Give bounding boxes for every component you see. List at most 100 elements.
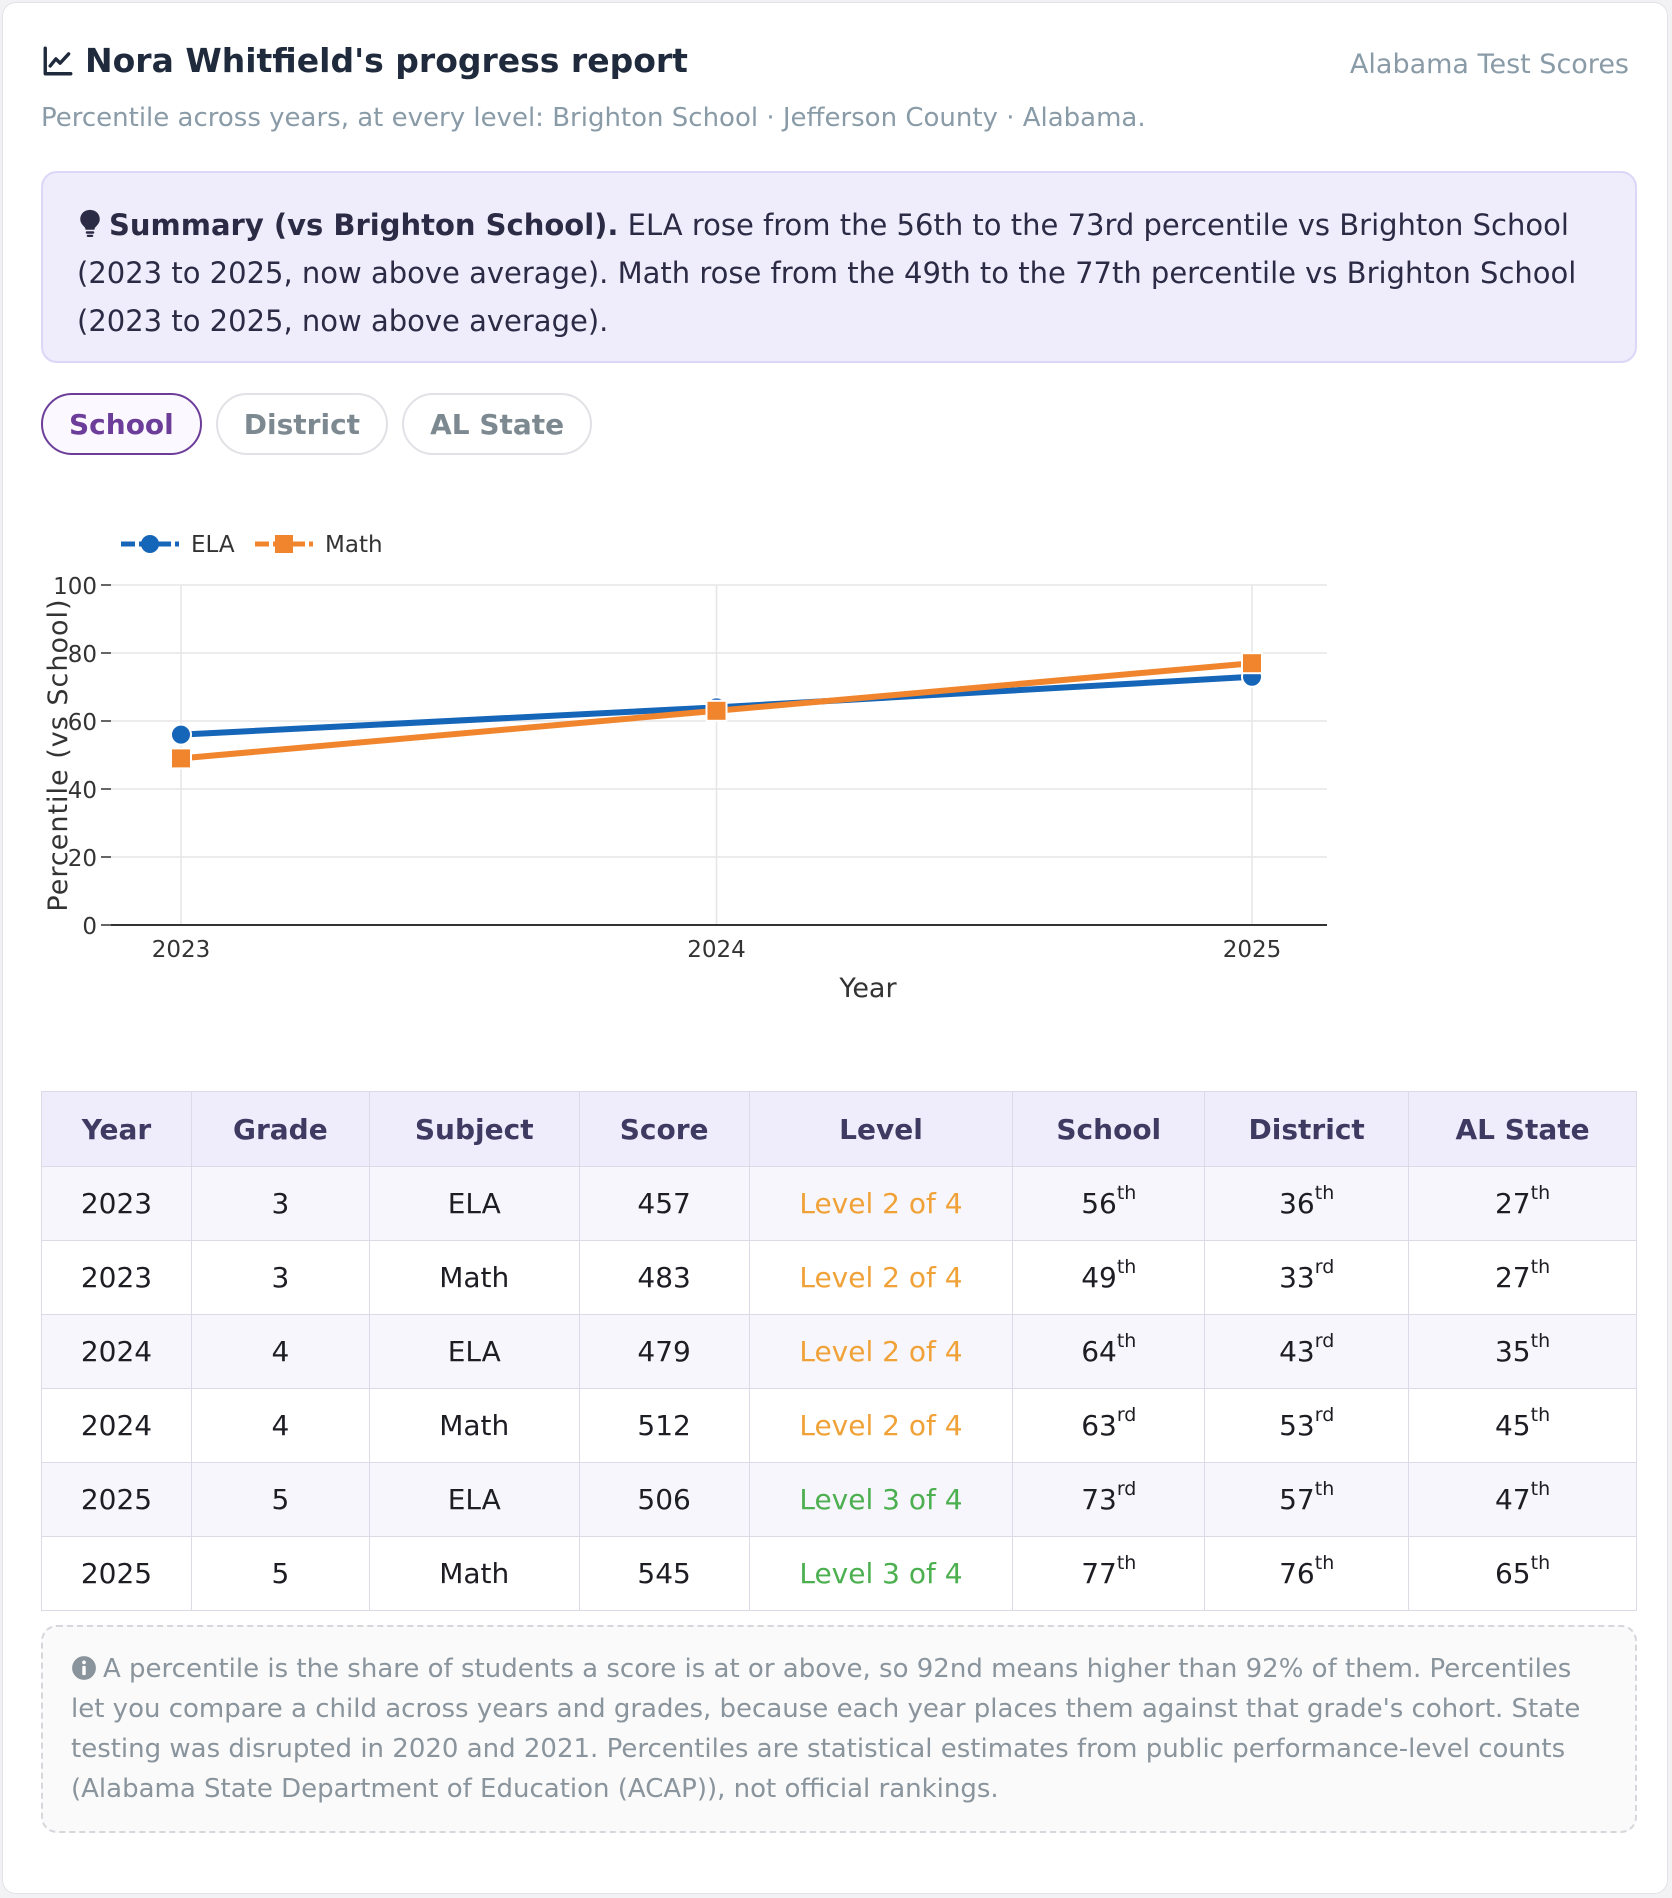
chart-grid [111, 584, 1327, 925]
y-tick-label: 0 [82, 914, 97, 940]
column-header: Grade [190, 1091, 370, 1167]
level-cell: Level 3 of 4 [748, 1462, 1014, 1537]
school-percentile-cell: 64th [1012, 1314, 1206, 1389]
summary-title: Summary (vs Brighton School). [109, 208, 619, 242]
column-header: Subject [368, 1091, 580, 1167]
ordinal-suffix: th [1530, 1256, 1551, 1278]
data-point-math [705, 699, 728, 722]
ordinal-suffix: th [1530, 1478, 1551, 1500]
data-point-ela [170, 723, 192, 746]
percentile-value: 73 [1081, 1483, 1117, 1516]
ordinal-suffix: th [1314, 1478, 1335, 1500]
grade-cell: 5 [190, 1536, 370, 1611]
summary-box: Summary (vs Brighton School). ELA rose f… [41, 171, 1637, 363]
note-text: A percentile is the share of students a … [71, 1654, 1581, 1804]
summary-text: ELA rose from the 56th to the 73rd perce… [77, 208, 1577, 338]
percentile-value: 65 [1494, 1557, 1531, 1590]
chart-series [170, 652, 1263, 770]
ordinal-suffix: rd [1314, 1330, 1335, 1352]
school-percentile-cell: 49th [1012, 1240, 1206, 1315]
column-header: Level [748, 1091, 1014, 1167]
percentile-value: 49 [1081, 1261, 1117, 1294]
state-percentile-cell: 27th [1408, 1166, 1637, 1241]
percentile-value: 45 [1494, 1409, 1531, 1442]
table-row: 2024 4 Math 512 Level 2 of 4 63rd 53rd 45th [41, 1388, 1637, 1463]
grade-cell: 5 [190, 1462, 370, 1537]
ordinal-suffix: th [1530, 1182, 1551, 1204]
title-group: Nora Whitfield's progress report [41, 41, 688, 80]
y-tick-label: 100 [53, 574, 97, 600]
ordinal-suffix: rd [1116, 1478, 1137, 1500]
grade-cell: 4 [190, 1388, 370, 1463]
report-header: Nora Whitfield's progress report Alabama… [41, 41, 1629, 91]
x-axis-label: Year [838, 973, 897, 1004]
percentile-value: 57 [1279, 1483, 1315, 1516]
grade-cell: 3 [190, 1166, 370, 1241]
district-percentile-cell: 43rd [1204, 1314, 1410, 1389]
y-tick-label: 40 [68, 778, 97, 804]
grade-cell: 3 [190, 1240, 370, 1315]
tab-district[interactable]: District [215, 393, 389, 455]
percentile-value: 33 [1279, 1261, 1315, 1294]
percentile-value: 63 [1081, 1409, 1117, 1442]
legend-marker-ela [141, 535, 159, 553]
subject-cell: Math [368, 1388, 580, 1463]
percentile-value: 27 [1494, 1261, 1531, 1294]
score-cell: 506 [578, 1462, 750, 1537]
table-row: 2025 5 ELA 506 Level 3 of 4 73rd 57th 47th [41, 1462, 1637, 1537]
level-cell: Level 3 of 4 [748, 1536, 1014, 1611]
y-tick-label: 80 [68, 642, 97, 668]
percentile-value: 77 [1081, 1557, 1117, 1590]
ordinal-suffix: th [1314, 1552, 1335, 1574]
x-tick-label: 2024 [687, 937, 746, 963]
level-cell: Level 2 of 4 [748, 1240, 1014, 1315]
ordinal-suffix: th [1116, 1330, 1137, 1352]
ordinal-suffix: th [1116, 1256, 1137, 1278]
school-percentile-cell: 77th [1012, 1536, 1206, 1611]
column-header: AL State [1408, 1091, 1637, 1167]
year-cell: 2023 [41, 1240, 192, 1315]
chart-axes: 0 20 40 60 80 100 2023 2024 2025 [53, 574, 1327, 963]
tab-al-state[interactable]: AL State [402, 393, 593, 455]
comparison-tabs: School District AL State [41, 393, 593, 455]
data-point-math [1241, 652, 1263, 675]
year-cell: 2023 [41, 1166, 192, 1241]
school-percentile-cell: 56th [1012, 1166, 1206, 1241]
ordinal-suffix: rd [1314, 1404, 1335, 1426]
score-cell: 512 [578, 1388, 750, 1463]
line-chart-icon [43, 46, 73, 75]
score-cell: 545 [578, 1536, 750, 1611]
subject-cell: ELA [368, 1166, 580, 1241]
lightbulb-icon [80, 209, 100, 237]
district-percentile-cell: 57th [1204, 1462, 1410, 1537]
percentile-value: 53 [1279, 1409, 1315, 1442]
level-cell: Level 2 of 4 [748, 1166, 1014, 1241]
legend-marker-math [275, 535, 293, 553]
info-note: A percentile is the share of students a … [41, 1625, 1637, 1833]
ordinal-suffix: th [1116, 1552, 1137, 1574]
level-cell: Level 2 of 4 [748, 1314, 1014, 1389]
score-cell: 483 [578, 1240, 750, 1315]
ordinal-suffix: th [1314, 1182, 1335, 1204]
year-cell: 2024 [41, 1314, 192, 1389]
column-header: District [1204, 1091, 1410, 1167]
page-title: Nora Whitfield's progress report [85, 41, 688, 80]
legend-label-ela: ELA [191, 532, 235, 558]
y-axis-label: Percentile (vs School) [43, 598, 74, 911]
percentile-value: 35 [1494, 1335, 1531, 1368]
y-tick-label: 20 [68, 846, 97, 872]
ordinal-suffix: rd [1314, 1256, 1335, 1278]
tab-school[interactable]: School [41, 393, 202, 455]
x-tick-label: 2023 [152, 937, 211, 963]
percentile-value: 64 [1081, 1335, 1117, 1368]
state-percentile-cell: 27th [1408, 1240, 1637, 1315]
x-tick-label: 2025 [1223, 937, 1282, 963]
school-percentile-cell: 63rd [1012, 1388, 1206, 1463]
scores-table: Year Grade Subject Score Level School Di… [41, 1091, 1637, 1611]
ordinal-suffix: th [1116, 1182, 1137, 1204]
ordinal-suffix: rd [1116, 1404, 1137, 1426]
legend-label-math: Math [325, 532, 383, 558]
percentile-value: 56 [1081, 1187, 1117, 1220]
page-subtitle: Percentile across years, at every level:… [41, 103, 1146, 133]
